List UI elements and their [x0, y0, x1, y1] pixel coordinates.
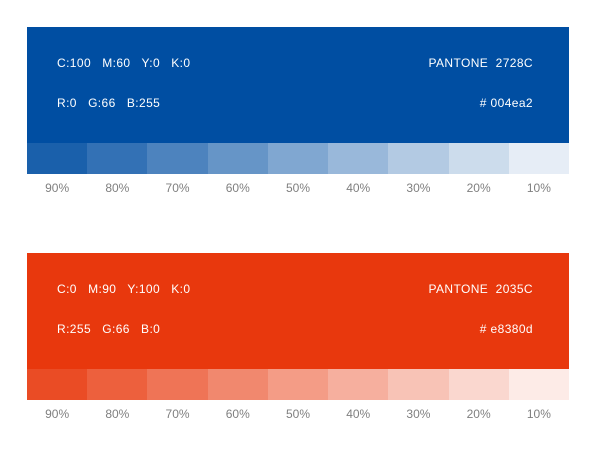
blue-tint-label-80: 80%	[105, 181, 130, 195]
red-tint-label-80: 80%	[105, 407, 130, 421]
red-tint-label-30: 30%	[406, 407, 431, 421]
red-hex-code: # e8380d	[479, 322, 533, 336]
blue-tint-label-60: 60%	[225, 181, 250, 195]
red-tint-cell-10	[508, 369, 569, 400]
red-rgb-values: R:255 G:66 B:0	[57, 322, 161, 336]
red-tint-label-70: 70%	[165, 407, 190, 421]
red-color-swatch: C:0 M:90 Y:100 K:0 PANTONE 2035C R:255 G…	[27, 253, 569, 369]
blue-hex-code: # 004ea2	[479, 96, 533, 110]
blue-tint-label-50: 50%	[285, 181, 310, 195]
red-tint-cell-70	[147, 369, 208, 400]
blue-palette-section: C:100 M:60 Y:0 K:0 PANTONE 2728C R:0 G:6…	[27, 27, 569, 195]
red-tint-label-20: 20%	[466, 407, 491, 421]
blue-tint-cell-80	[87, 143, 148, 174]
red-tint-cell-40	[328, 369, 389, 400]
blue-tint-label-70: 70%	[165, 181, 190, 195]
blue-tint-cell-60	[207, 143, 268, 174]
blue-tint-label-10: 10%	[526, 181, 551, 195]
blue-spec-row-top: C:100 M:60 Y:0 K:0 PANTONE 2728C	[57, 56, 533, 70]
red-tint-cell-60	[207, 369, 268, 400]
blue-tint-label-20: 20%	[466, 181, 491, 195]
red-spec-row-bottom: R:255 G:66 B:0 # e8380d	[57, 322, 533, 336]
red-tint-cell-20	[448, 369, 509, 400]
blue-tint-cell-90	[27, 143, 88, 174]
red-tint-label-60: 60%	[225, 407, 250, 421]
blue-color-swatch: C:100 M:60 Y:0 K:0 PANTONE 2728C R:0 G:6…	[27, 27, 569, 143]
blue-tint-strip	[27, 143, 569, 174]
blue-tint-cell-40	[328, 143, 389, 174]
blue-rgb-values: R:0 G:66 B:255	[57, 96, 161, 110]
red-tint-cell-80	[87, 369, 148, 400]
blue-tint-label-40: 40%	[346, 181, 371, 195]
red-tint-label-90: 90%	[45, 407, 70, 421]
red-spec-row-top: C:0 M:90 Y:100 K:0 PANTONE 2035C	[57, 282, 533, 296]
red-palette-section: C:0 M:90 Y:100 K:0 PANTONE 2035C R:255 G…	[27, 253, 569, 421]
blue-tint-cell-10	[508, 143, 569, 174]
blue-tint-label-30: 30%	[406, 181, 431, 195]
red-tint-label-50: 50%	[285, 407, 310, 421]
blue-pantone-code: PANTONE 2728C	[428, 56, 533, 70]
red-tint-cell-30	[388, 369, 449, 400]
blue-cmyk-values: C:100 M:60 Y:0 K:0	[57, 56, 191, 70]
red-tint-label-40: 40%	[346, 407, 371, 421]
red-cmyk-values: C:0 M:90 Y:100 K:0	[57, 282, 191, 296]
blue-spec-row-bottom: R:0 G:66 B:255 # 004ea2	[57, 96, 533, 110]
blue-tint-cell-50	[267, 143, 329, 174]
blue-tint-cell-70	[147, 143, 208, 174]
red-tint-strip	[27, 369, 569, 400]
blue-tint-labels: 90% 80% 70% 60% 50% 40% 30% 20% 10%	[27, 181, 569, 195]
blue-tint-cell-30	[388, 143, 449, 174]
blue-tint-cell-20	[448, 143, 509, 174]
red-tint-label-10: 10%	[526, 407, 551, 421]
red-tint-cell-90	[27, 369, 88, 400]
blue-tint-label-90: 90%	[45, 181, 70, 195]
red-pantone-code: PANTONE 2035C	[428, 282, 533, 296]
red-tint-cell-50	[267, 369, 329, 400]
red-tint-labels: 90% 80% 70% 60% 50% 40% 30% 20% 10%	[27, 407, 569, 421]
